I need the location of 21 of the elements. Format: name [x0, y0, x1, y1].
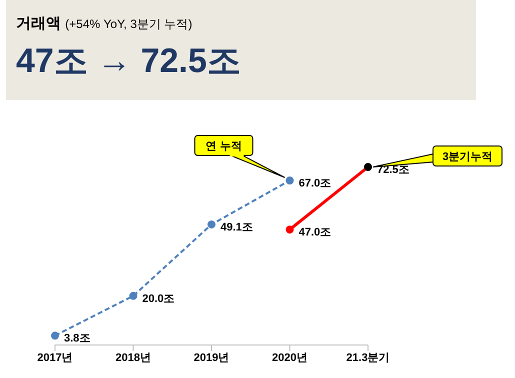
- x-tick-label: 2017년: [37, 352, 73, 364]
- data-label: 49.1조: [220, 221, 253, 234]
- point: [208, 220, 216, 228]
- point: [364, 163, 372, 171]
- data-label: 20.0조: [142, 292, 175, 305]
- data-label: 67.0조: [298, 178, 332, 190]
- point: [286, 226, 294, 234]
- chart-title: 거래액: [16, 15, 61, 32]
- data-label: 47.0조: [298, 226, 332, 239]
- annotation: 연 누적: [206, 140, 242, 153]
- x-tick-label: 2019년: [194, 352, 230, 364]
- annotation: 3분기누적: [442, 151, 493, 163]
- data-label: 3.8조: [64, 332, 90, 345]
- x-tick-label: 21.3분기: [346, 352, 390, 364]
- point: [286, 176, 294, 185]
- chart-subtitle: (+54% YoY, 3분기 누적): [65, 17, 192, 31]
- point: [51, 332, 59, 340]
- x-tick-label: 2018년: [116, 352, 151, 364]
- x-tick-label: 2020년: [272, 352, 308, 364]
- point: [129, 292, 138, 300]
- text: 47조 → 72.5조: [16, 41, 241, 82]
